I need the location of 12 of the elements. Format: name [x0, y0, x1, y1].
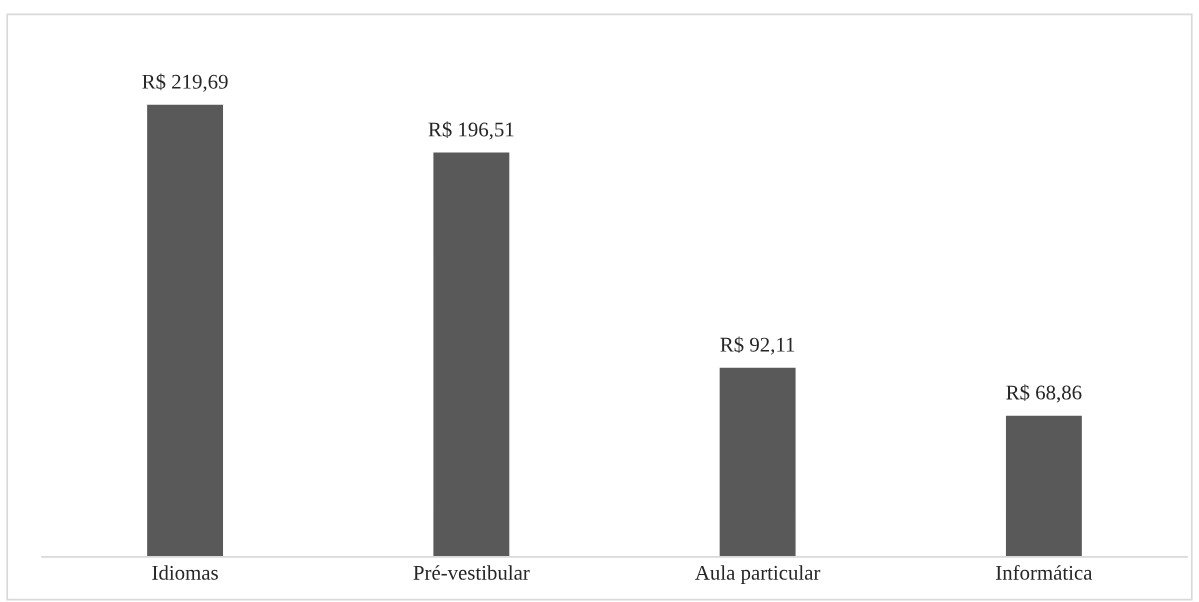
x-tick-label: Informática: [996, 564, 1093, 580]
bar: [145, 104, 225, 557]
bar: [432, 151, 511, 557]
x-tick-label: Idiomas: [152, 565, 218, 580]
data-label: R$ 196,51: [428, 121, 514, 140]
data-label: R$ 68,86: [1006, 384, 1082, 403]
data-label: R$ 92,11: [720, 336, 795, 355]
bar: [1004, 414, 1084, 557]
bar: [718, 366, 797, 557]
data-label: R$ 219,69: [142, 73, 228, 92]
x-tick-label: Aula particular: [695, 565, 821, 585]
x-tick-label: Pré-vestibular: [413, 565, 530, 580]
